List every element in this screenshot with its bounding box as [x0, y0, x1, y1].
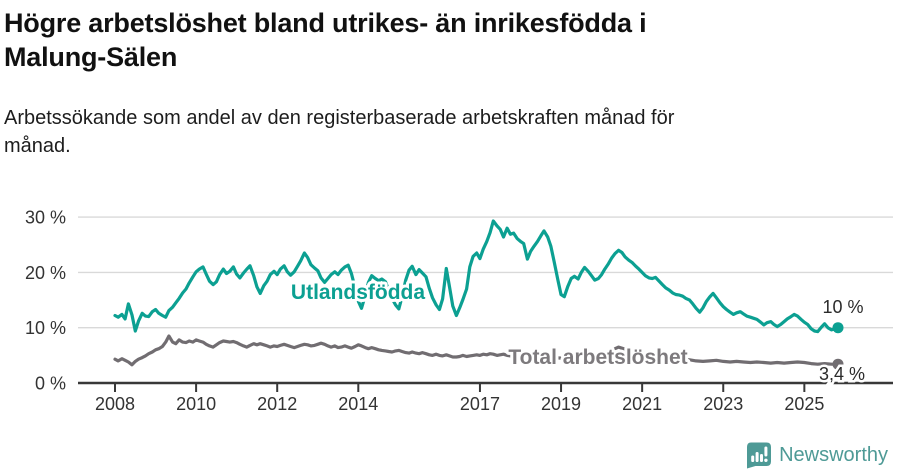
- end-value-label-utlandsfodda: 10 %: [822, 297, 863, 317]
- x-axis-tick-label: 2017: [460, 394, 500, 414]
- end-dot-total: [832, 358, 844, 370]
- series-label-total: Total arbetslöshet: [508, 346, 687, 369]
- x-axis-tick-label: 2021: [622, 394, 662, 414]
- x-axis-tick-label: 2012: [257, 394, 297, 414]
- exclamation-dot: [764, 458, 768, 462]
- brand-footer: Newsworthy: [745, 442, 888, 469]
- brand-name: Newsworthy: [779, 444, 888, 466]
- y-axis-tick-label: 10 %: [25, 318, 66, 338]
- y-axis-tick-label: 20 %: [25, 263, 66, 283]
- series-label-utlandsfodda: Utlandsfödda: [291, 281, 425, 304]
- newsworthy-logo-icon: [747, 442, 772, 469]
- x-axis-tick-label: 2023: [703, 394, 743, 414]
- x-axis-tick-label: 2014: [338, 394, 378, 414]
- x-axis-tick-label: 2010: [176, 394, 216, 414]
- page-subtitle: Arbetssökande som andel av den registerb…: [4, 104, 884, 160]
- y-axis-tick-label: 30 %: [25, 208, 66, 228]
- series-line-total: [113, 334, 840, 367]
- page-subtitle-line-2: månad.: [4, 135, 71, 157]
- x-axis-tick-label: 2019: [541, 394, 581, 414]
- page-title-line-2: Malung-Sälen: [4, 42, 178, 72]
- page-title: Högre arbetslöshet bland utrikes- än inr…: [4, 6, 884, 74]
- end-dot-utlandsfodda: [832, 322, 844, 334]
- x-axis-tick-label: 2008: [95, 394, 135, 414]
- y-axis-tick-label: 0 %: [35, 374, 66, 394]
- end-value-label-total: 3,4 %: [819, 364, 865, 384]
- page-subtitle-line-1: Arbetssökande som andel av den registerb…: [4, 107, 675, 129]
- x-axis-tick-label: 2025: [784, 394, 824, 414]
- speech-bubble-shape: [747, 442, 772, 469]
- page-title-line-1: Högre arbetslöshet bland utrikes- än inr…: [4, 8, 647, 38]
- series-line-utlandsfodda: [113, 219, 840, 334]
- exclamation-bar: [764, 446, 768, 457]
- bar-medium: [760, 454, 764, 462]
- bar-tall: [755, 452, 759, 462]
- chart-header: Högre arbetslöshet bland utrikes- än inr…: [4, 6, 884, 160]
- bar-small: [751, 455, 755, 462]
